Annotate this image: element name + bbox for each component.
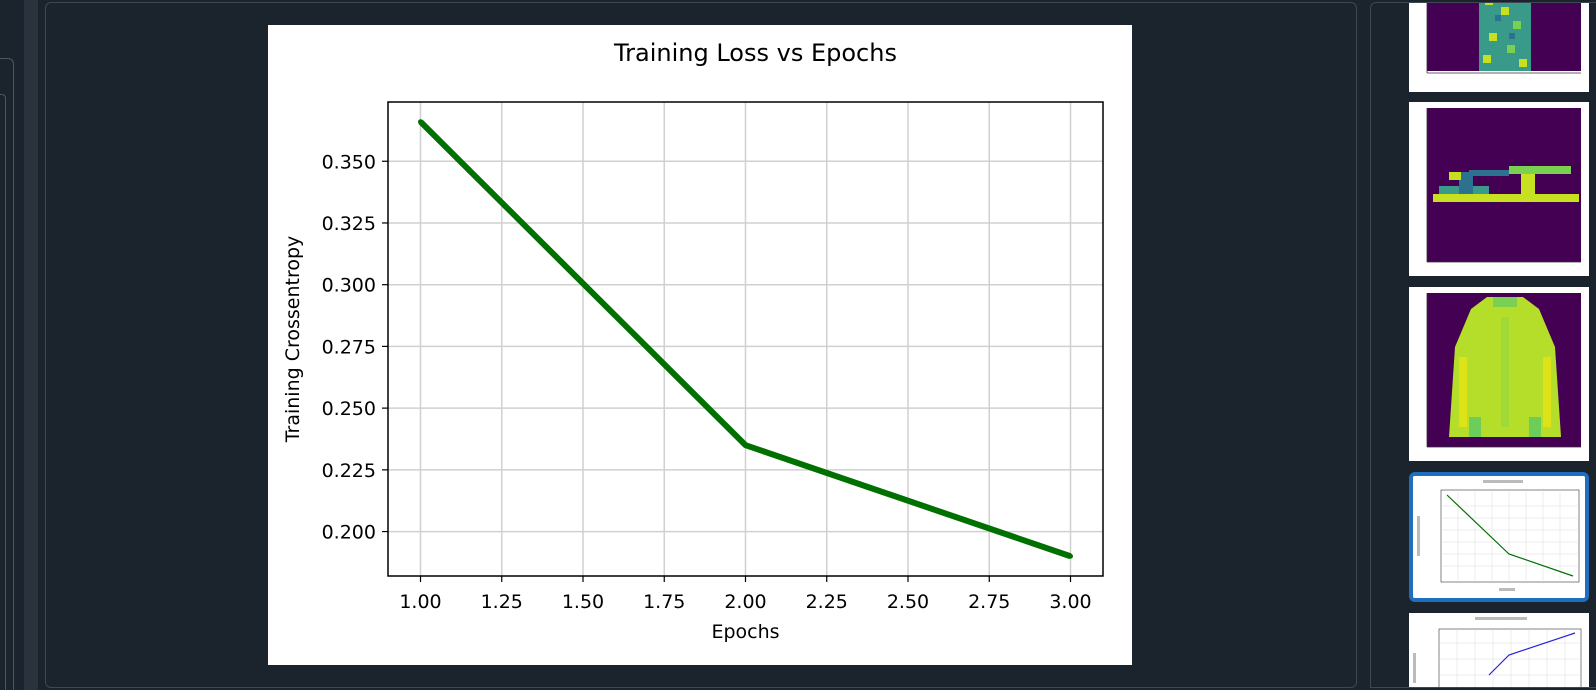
loss-chart: 1.00 1.25 1.50 1.75 2.00 2.25 2.50 2.75 3.00 0.20…	[282, 39, 1104, 643]
left-panel-edge	[0, 0, 24, 690]
thumbnail-accuracy-chart[interactable]	[1409, 613, 1589, 687]
figure-canvas: 1.00 1.25 1.50 1.75 2.00 2.25 2.50 2.75 3.00 0.20…	[268, 25, 1132, 665]
y-tick-label: 0.250	[322, 398, 376, 420]
chart-title: Training Loss vs Epochs	[613, 39, 897, 67]
thumbnail-dress[interactable]	[1409, 3, 1589, 92]
loss-data-point	[743, 442, 748, 448]
collapsed-panel-tab-inner[interactable]	[0, 94, 6, 690]
dress-image	[1409, 3, 1589, 92]
x-tick-label: 1.25	[481, 591, 523, 613]
y-tick-label: 0.325	[322, 213, 376, 235]
coat-image	[1426, 293, 1581, 448]
y-tick-label: 0.225	[322, 460, 376, 482]
thumbnail-sandal[interactable]	[1409, 102, 1589, 276]
loss-data-point	[1068, 553, 1073, 559]
x-tick-label: 1.50	[562, 591, 604, 613]
x-axis-label: Epochs	[711, 621, 779, 643]
y-tick-label: 0.350	[322, 151, 376, 173]
y-tick-label: 0.300	[322, 275, 376, 297]
x-tick-label: 1.00	[399, 591, 441, 613]
x-tick-label: 3.00	[1049, 591, 1091, 613]
x-tick-label: 2.25	[806, 591, 848, 613]
x-tick-label: 2.00	[724, 591, 766, 613]
collapsed-panel-tab[interactable]	[0, 58, 14, 690]
loss-chart-thumbnail	[1413, 476, 1585, 598]
sandal-image	[1426, 108, 1581, 263]
y-tick-label: 0.200	[322, 522, 376, 544]
y-axis-label: Training Crossentropy	[282, 236, 304, 444]
x-tick-label: 1.75	[643, 591, 685, 613]
thumbnail-loss-chart[interactable]	[1409, 472, 1589, 602]
thumbnail-coat[interactable]	[1409, 287, 1589, 461]
y-tick-label: 0.275	[322, 336, 376, 358]
accuracy-chart-thumbnail	[1409, 613, 1589, 687]
x-tick-label: 2.75	[968, 591, 1010, 613]
x-tick-label: 2.50	[887, 591, 929, 613]
main-image-viewer: 1.00 1.25 1.50 1.75 2.00 2.25 2.50 2.75 3.00 0.20…	[45, 2, 1357, 688]
thumbnail-filmstrip[interactable]	[1370, 2, 1596, 688]
loss-data-point	[418, 119, 423, 125]
left-scrollbar[interactable]	[24, 0, 38, 690]
